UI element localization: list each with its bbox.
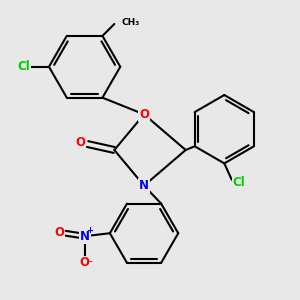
Text: ⁻: ⁻ [87,260,92,269]
Text: N: N [139,179,149,192]
Text: Cl: Cl [17,60,30,73]
Text: CH₃: CH₃ [122,18,140,27]
Text: +: + [86,226,94,235]
Text: O: O [75,136,85,149]
Text: N: N [80,230,90,243]
Text: O: O [80,256,90,269]
Text: Cl: Cl [233,176,245,189]
Text: O: O [54,226,64,239]
Text: O: O [139,108,149,121]
